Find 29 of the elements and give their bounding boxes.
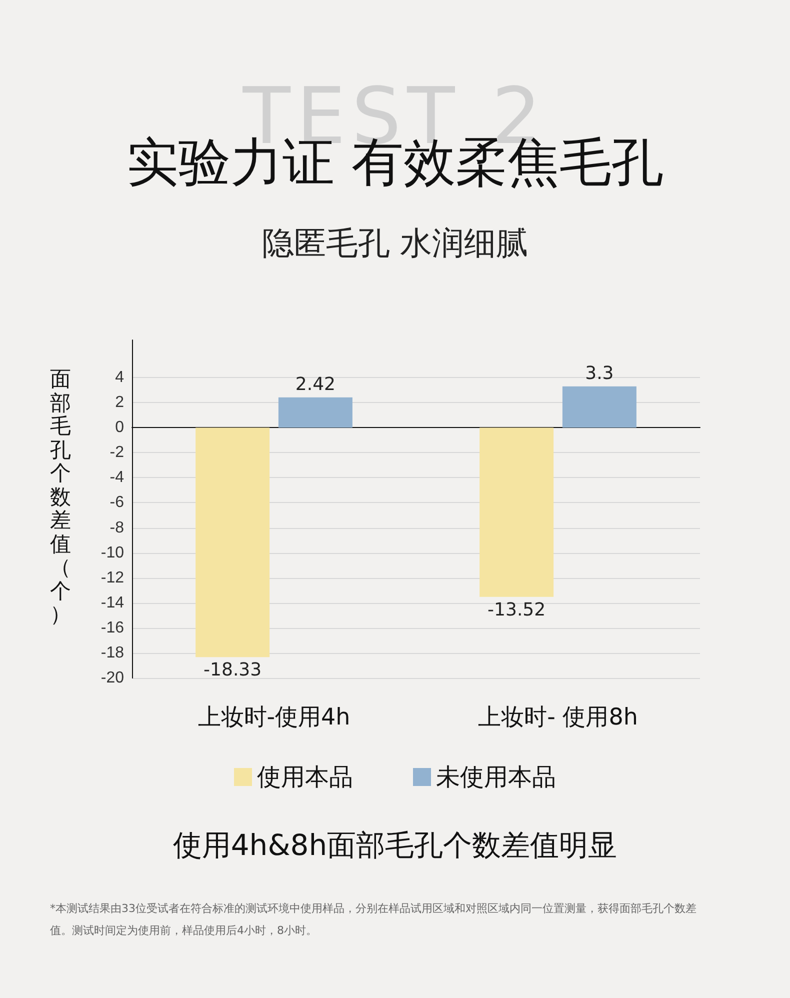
x-tick-label: 上妆时- 使用8h <box>478 704 638 730</box>
y-tick-label: -6 <box>110 494 124 512</box>
data-label: 2.42 <box>295 374 336 395</box>
bar <box>562 386 636 428</box>
y-tick-label: 2 <box>115 394 124 412</box>
y-tick-label: 4 <box>115 369 124 386</box>
x-tick-label: 上妆时-使用4h <box>198 704 350 730</box>
chart-subtitle: 隐匿毛孔 水润细腻 <box>260 223 530 264</box>
y-tick-label: -18 <box>100 644 124 662</box>
data-label: 3.3 <box>585 362 614 384</box>
bar <box>196 428 270 658</box>
y-tick-label: -10 <box>100 544 124 562</box>
bar <box>278 397 352 428</box>
text: *本测试结果由33位受试者在符合标准的测试环境中使用样品，分别在样品试用区域和对照区域内同一位置测量，获得面部毛孔个数差值。测试时间定为使用前，样品使用后4小时，8小时。 <box>50 901 698 939</box>
y-tick-label: -4 <box>110 469 124 486</box>
y-tick-label: 0 <box>115 419 124 436</box>
y-tick-label: -2 <box>110 444 124 462</box>
text: 面部毛孔个数差值（个） <box>50 367 71 626</box>
legend-label: 使用本品 <box>257 763 353 791</box>
y-tick-label: -12 <box>100 569 124 586</box>
data-label: -18.33 <box>204 660 262 681</box>
y-tick-label: -8 <box>110 519 124 536</box>
bar <box>480 428 554 597</box>
y-tick-label: -20 <box>100 670 124 686</box>
text: 使用4h&8h面部毛孔个数差值明显 <box>172 827 618 864</box>
y-tick-label: -16 <box>100 619 124 636</box>
legend-label: 未使用本品 <box>436 763 556 791</box>
data-label: -13.52 <box>488 599 546 620</box>
y-tick-label: -14 <box>100 594 124 612</box>
